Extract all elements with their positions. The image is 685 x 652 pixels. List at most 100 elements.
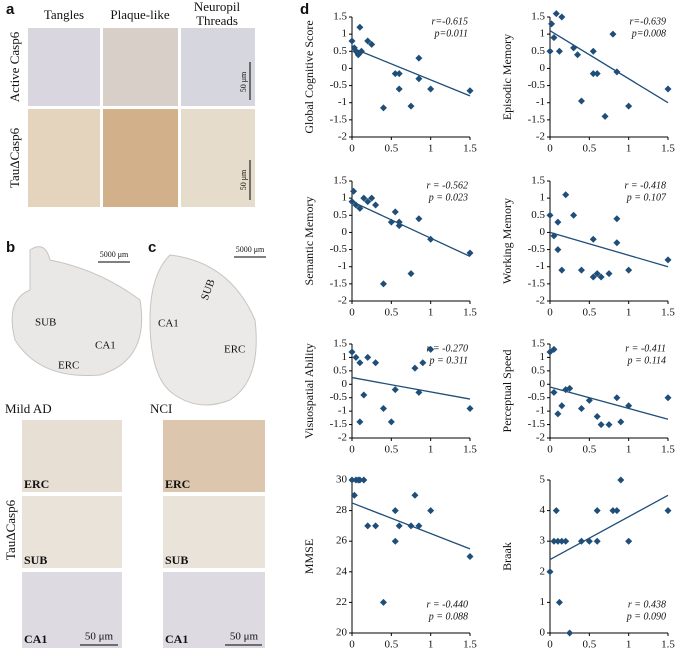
annotation: r = -0.440 bbox=[427, 599, 468, 610]
data-point bbox=[593, 507, 601, 515]
y-tick-label: -2 bbox=[536, 432, 545, 444]
y-tick-label: -1.5 bbox=[330, 113, 348, 125]
data-point bbox=[550, 537, 558, 545]
x-tick-label: 0.5 bbox=[582, 143, 596, 155]
y-tick-label: 0 bbox=[342, 226, 348, 238]
data-point bbox=[368, 40, 376, 48]
y-tick-label: -2 bbox=[536, 131, 545, 143]
data-point bbox=[348, 198, 356, 206]
data-point bbox=[395, 85, 403, 93]
data-point bbox=[364, 198, 372, 206]
data-point bbox=[589, 70, 597, 78]
x-tick-label: 1 bbox=[626, 639, 632, 651]
data-point bbox=[391, 70, 399, 78]
data-point bbox=[352, 353, 360, 361]
data-point bbox=[360, 194, 368, 202]
region-label: CA1 bbox=[95, 340, 116, 352]
y-tick-label: 28 bbox=[336, 504, 348, 516]
data-point bbox=[577, 404, 585, 412]
y-tick-label: -1.5 bbox=[528, 418, 546, 430]
y-axis-label: Working Memory bbox=[500, 198, 514, 284]
data-point bbox=[352, 201, 360, 209]
micrograph bbox=[181, 109, 255, 207]
data-point bbox=[364, 353, 372, 361]
data-point bbox=[348, 37, 356, 45]
y-tick-label: 0.5 bbox=[531, 209, 545, 221]
data-point bbox=[356, 204, 364, 212]
data-point bbox=[558, 13, 566, 21]
data-point bbox=[357, 47, 365, 55]
data-point bbox=[350, 491, 358, 499]
y-tick-label: 0.5 bbox=[531, 45, 545, 57]
micrograph bbox=[22, 420, 122, 492]
data-point bbox=[554, 218, 562, 226]
annotation: p = 0.114 bbox=[626, 355, 666, 366]
y-tick-label: -0.5 bbox=[330, 391, 348, 403]
x-tick-label: 1.5 bbox=[463, 444, 477, 456]
x-tick-label: 0 bbox=[547, 307, 553, 319]
data-point bbox=[625, 402, 633, 410]
y-tick-label: -1 bbox=[338, 260, 347, 272]
y-tick-label: -1 bbox=[536, 405, 545, 417]
annotation: r = -0.270 bbox=[427, 343, 468, 354]
fit-line bbox=[351, 376, 471, 400]
y-tick-label: 1 bbox=[342, 28, 348, 40]
data-point bbox=[348, 476, 356, 484]
y-tick-label: -1 bbox=[536, 96, 545, 108]
data-point bbox=[566, 384, 574, 392]
scale-text: 5000 μm bbox=[236, 245, 265, 254]
scale-text: 50 μm bbox=[85, 631, 114, 643]
data-point bbox=[395, 70, 403, 78]
data-point bbox=[555, 47, 563, 55]
data-point bbox=[415, 75, 423, 83]
y-tick-label: -1.5 bbox=[528, 277, 546, 289]
region-label: SUB bbox=[165, 553, 188, 567]
y-tick-label: -0.5 bbox=[528, 391, 546, 403]
region-label: ERC bbox=[165, 477, 190, 491]
data-point bbox=[554, 537, 562, 545]
x-tick-label: 0.5 bbox=[582, 639, 596, 651]
region-label: CA1 bbox=[24, 632, 47, 646]
data-point bbox=[617, 476, 625, 484]
data-point bbox=[391, 208, 399, 216]
fit-line bbox=[549, 231, 669, 268]
data-point bbox=[360, 476, 368, 484]
x-tick-label: 0 bbox=[349, 143, 355, 155]
x-tick-label: 0.5 bbox=[384, 143, 398, 155]
micrograph bbox=[163, 572, 265, 648]
y-tick-label: 0 bbox=[540, 627, 546, 639]
data-point bbox=[356, 359, 364, 367]
data-point bbox=[407, 270, 415, 278]
data-point bbox=[554, 246, 562, 254]
y-tick-label: 1 bbox=[342, 192, 348, 204]
y-tick-label: 1 bbox=[540, 351, 546, 363]
data-point bbox=[562, 537, 570, 545]
y-axis-label: Episodic Memory bbox=[500, 34, 514, 120]
y-tick-label: 0.5 bbox=[333, 209, 347, 221]
y-axis-label: Perceptual Speed bbox=[500, 350, 514, 433]
annotation: p=0.008 bbox=[631, 28, 666, 39]
data-point bbox=[558, 537, 566, 545]
y-tick-label: 0 bbox=[342, 378, 348, 390]
data-point bbox=[379, 280, 387, 288]
x-tick-label: 0 bbox=[349, 444, 355, 456]
y-tick-label: 20 bbox=[336, 627, 348, 639]
data-point bbox=[664, 256, 672, 264]
x-tick-label: 1 bbox=[626, 444, 632, 456]
data-point bbox=[664, 394, 672, 402]
panel-label: c bbox=[148, 239, 156, 256]
x-tick-label: 0.5 bbox=[384, 639, 398, 651]
data-point bbox=[364, 522, 372, 530]
data-point bbox=[415, 522, 423, 530]
data-point bbox=[664, 507, 672, 515]
data-point bbox=[613, 394, 621, 402]
x-tick-label: 1.5 bbox=[661, 444, 675, 456]
data-point bbox=[613, 239, 621, 247]
data-point bbox=[350, 187, 358, 195]
data-point bbox=[601, 112, 609, 120]
micrograph bbox=[163, 496, 265, 568]
y-tick-label: -2 bbox=[338, 432, 347, 444]
data-point bbox=[562, 191, 570, 199]
region-label: CA1 bbox=[158, 318, 179, 330]
data-point bbox=[625, 102, 633, 110]
